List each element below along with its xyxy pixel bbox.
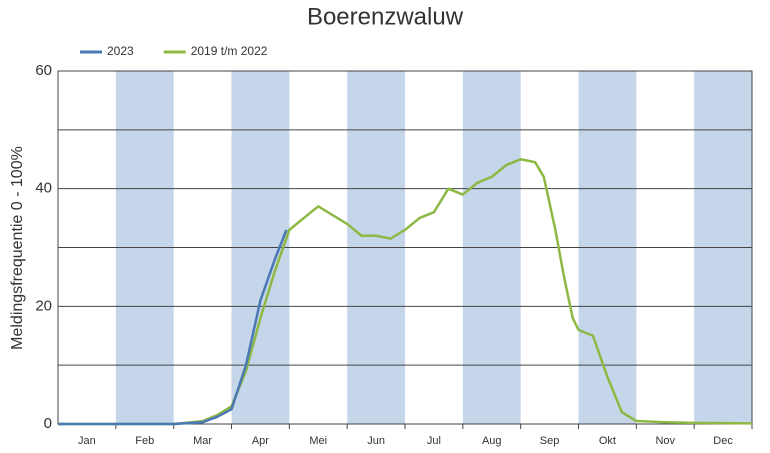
x-tick-label: Mar — [193, 435, 212, 447]
series-line — [58, 158, 753, 426]
x-tick-label: Okt — [599, 435, 616, 447]
legend-label: 2023 — [107, 44, 134, 58]
y-axis-label: Meldingsfrequentie 0 - 100% — [9, 146, 26, 350]
y-tick-label: 0 — [44, 415, 52, 432]
x-tick-label: Nov — [655, 435, 675, 447]
x-tick-label: Mei — [309, 435, 327, 447]
x-tick-label: Dec — [713, 435, 733, 447]
chart-title: Boerenzwaluw — [307, 3, 464, 30]
x-tick-label: Aug — [482, 435, 502, 447]
series-line — [58, 229, 288, 426]
y-tick-label: 20 — [35, 297, 52, 314]
x-tick-label: Jul — [427, 435, 441, 447]
legend-label: 2019 t/m 2022 — [191, 44, 268, 58]
plot-frame — [57, 70, 753, 425]
y-tick-label: 40 — [35, 180, 52, 197]
x-tick-label: Apr — [252, 435, 269, 447]
x-tick-label: Jun — [367, 435, 385, 447]
y-tick-label: 60 — [35, 62, 52, 79]
x-tick-label: Feb — [135, 435, 154, 447]
x-tick-label: Sep — [540, 435, 560, 447]
x-tick-label: Jan — [78, 435, 96, 447]
